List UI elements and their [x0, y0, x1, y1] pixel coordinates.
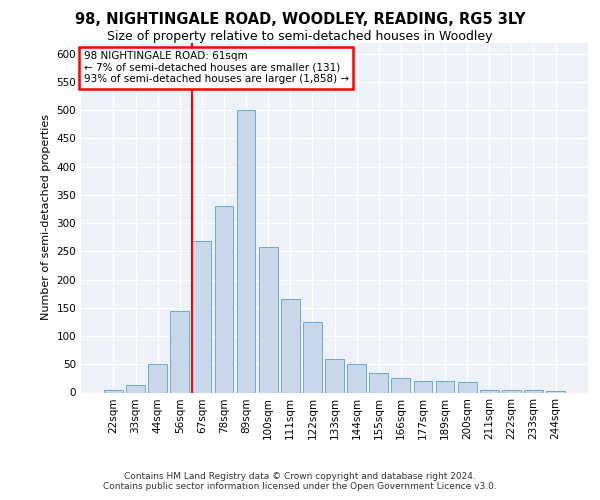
Text: Size of property relative to semi-detached houses in Woodley: Size of property relative to semi-detach…: [107, 30, 493, 43]
Bar: [259, 247, 278, 392]
Bar: [370, 372, 388, 392]
Bar: [391, 378, 410, 392]
Bar: [281, 300, 299, 392]
Text: 98 NIGHTINGALE ROAD: 61sqm
← 7% of semi-detached houses are smaller (131)
93% of: 98 NIGHTINGALE ROAD: 61sqm ← 7% of semi-…: [83, 52, 349, 84]
Bar: [546, 391, 565, 392]
Bar: [215, 206, 233, 392]
Bar: [325, 358, 344, 392]
Bar: [236, 110, 256, 393]
Bar: [524, 390, 543, 392]
Text: Contains public sector information licensed under the Open Government Licence v3: Contains public sector information licen…: [103, 482, 497, 491]
Bar: [303, 322, 322, 392]
Bar: [126, 384, 145, 392]
Bar: [347, 364, 366, 392]
Bar: [502, 390, 521, 392]
Bar: [480, 390, 499, 392]
Bar: [458, 382, 476, 392]
Y-axis label: Number of semi-detached properties: Number of semi-detached properties: [41, 114, 51, 320]
Bar: [413, 381, 433, 392]
Bar: [193, 241, 211, 392]
Text: Contains HM Land Registry data © Crown copyright and database right 2024.: Contains HM Land Registry data © Crown c…: [124, 472, 476, 481]
Bar: [436, 381, 454, 392]
Bar: [104, 390, 123, 392]
Text: 98, NIGHTINGALE ROAD, WOODLEY, READING, RG5 3LY: 98, NIGHTINGALE ROAD, WOODLEY, READING, …: [75, 12, 525, 28]
Bar: [148, 364, 167, 392]
Bar: [170, 310, 189, 392]
